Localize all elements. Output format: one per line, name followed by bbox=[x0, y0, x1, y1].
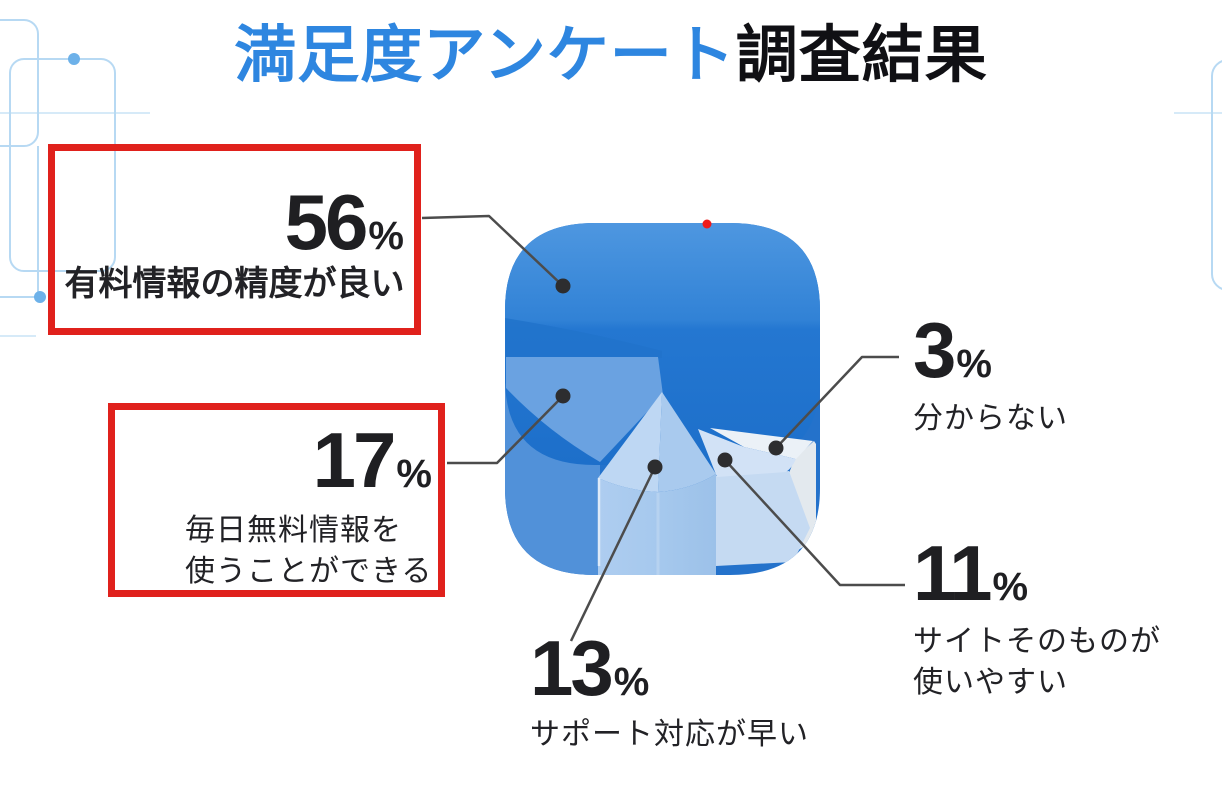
label-3: 分からない bbox=[913, 402, 1068, 435]
callout-11: 11% サイトそのものが 使いやすい bbox=[913, 534, 1161, 704]
value-13: 13% bbox=[530, 629, 809, 707]
label-17-line1: 毎日無料情報を bbox=[185, 514, 402, 547]
label-17: 毎日無料情報を 使うことができる bbox=[185, 510, 432, 593]
value-3-number: 3 bbox=[913, 306, 956, 394]
title-highlight: 満足度アンケート bbox=[234, 21, 736, 90]
leader-13 bbox=[569, 466, 657, 642]
pie-slice-13-wall bbox=[598, 474, 716, 575]
label-17-line2: 使うことができる bbox=[185, 555, 433, 589]
value-56-number: 56 bbox=[284, 178, 369, 266]
leader-56 bbox=[421, 214, 564, 287]
deco-rect-left bbox=[9, 58, 116, 272]
callout-leaders bbox=[421, 214, 905, 642]
deco-rect-right bbox=[1211, 60, 1222, 290]
value-3-percent-sign: % bbox=[956, 342, 992, 386]
pie-slice-56-cut-face bbox=[505, 318, 662, 358]
deco-rect-topleft bbox=[0, 19, 39, 147]
leader-dot-17 bbox=[555, 388, 571, 404]
pie-slice-17-top bbox=[506, 357, 663, 462]
value-17-number: 17 bbox=[312, 416, 397, 504]
value-3: 3% bbox=[913, 311, 1068, 389]
deco-dot-2 bbox=[34, 291, 46, 303]
red-marker-dot bbox=[702, 219, 712, 229]
decorative-frame bbox=[0, 19, 1222, 337]
label-11-line2: 使いやすい bbox=[913, 666, 1068, 700]
title-rest: 調査結果 bbox=[735, 21, 988, 90]
leader-3 bbox=[775, 355, 899, 449]
value-13-percent-sign: % bbox=[613, 660, 650, 704]
value-13-number: 13 bbox=[530, 624, 614, 712]
value-56-percent-sign: % bbox=[368, 214, 404, 258]
label-56: 有料情報の精度が良い bbox=[64, 265, 405, 304]
callout-13: 13% サポート対応が早い bbox=[530, 629, 809, 755]
pie-slice-13-top-left bbox=[598, 392, 662, 492]
label-11-line1: サイトそのものが bbox=[913, 625, 1161, 658]
callout-3: 3% 分からない bbox=[913, 311, 1068, 439]
page-title: 満足度アンケート調査結果 bbox=[0, 21, 1222, 90]
value-11-percent-sign: % bbox=[992, 565, 1029, 609]
leader-dot-3 bbox=[768, 440, 784, 456]
highlight-box-56: 56% 有料情報の精度が良い bbox=[48, 144, 421, 335]
value-11: 11% bbox=[913, 534, 1161, 612]
pie-slice-3-top bbox=[710, 428, 813, 459]
leader-dot-13 bbox=[647, 459, 663, 475]
leader-dot-11 bbox=[717, 452, 733, 468]
leader-17 bbox=[447, 395, 564, 465]
leader-dot-56 bbox=[555, 278, 571, 294]
value-17: 17% bbox=[313, 421, 432, 499]
label-11: サイトそのものが 使いやすい bbox=[913, 621, 1161, 704]
value-11-number: 11 bbox=[913, 529, 992, 617]
pie-slice-11-wall bbox=[716, 471, 810, 566]
pie-chart bbox=[505, 219, 820, 575]
highlight-box-17: 17% 毎日無料情報を 使うことができる bbox=[108, 403, 445, 597]
value-56: 56% bbox=[285, 183, 404, 261]
value-17-percent-sign: % bbox=[396, 452, 432, 496]
leader-11 bbox=[724, 459, 905, 587]
label-13: サポート対応が早い bbox=[530, 718, 809, 751]
pie-slice-13-top-right bbox=[658, 392, 716, 492]
deco-dot-1 bbox=[68, 53, 80, 65]
